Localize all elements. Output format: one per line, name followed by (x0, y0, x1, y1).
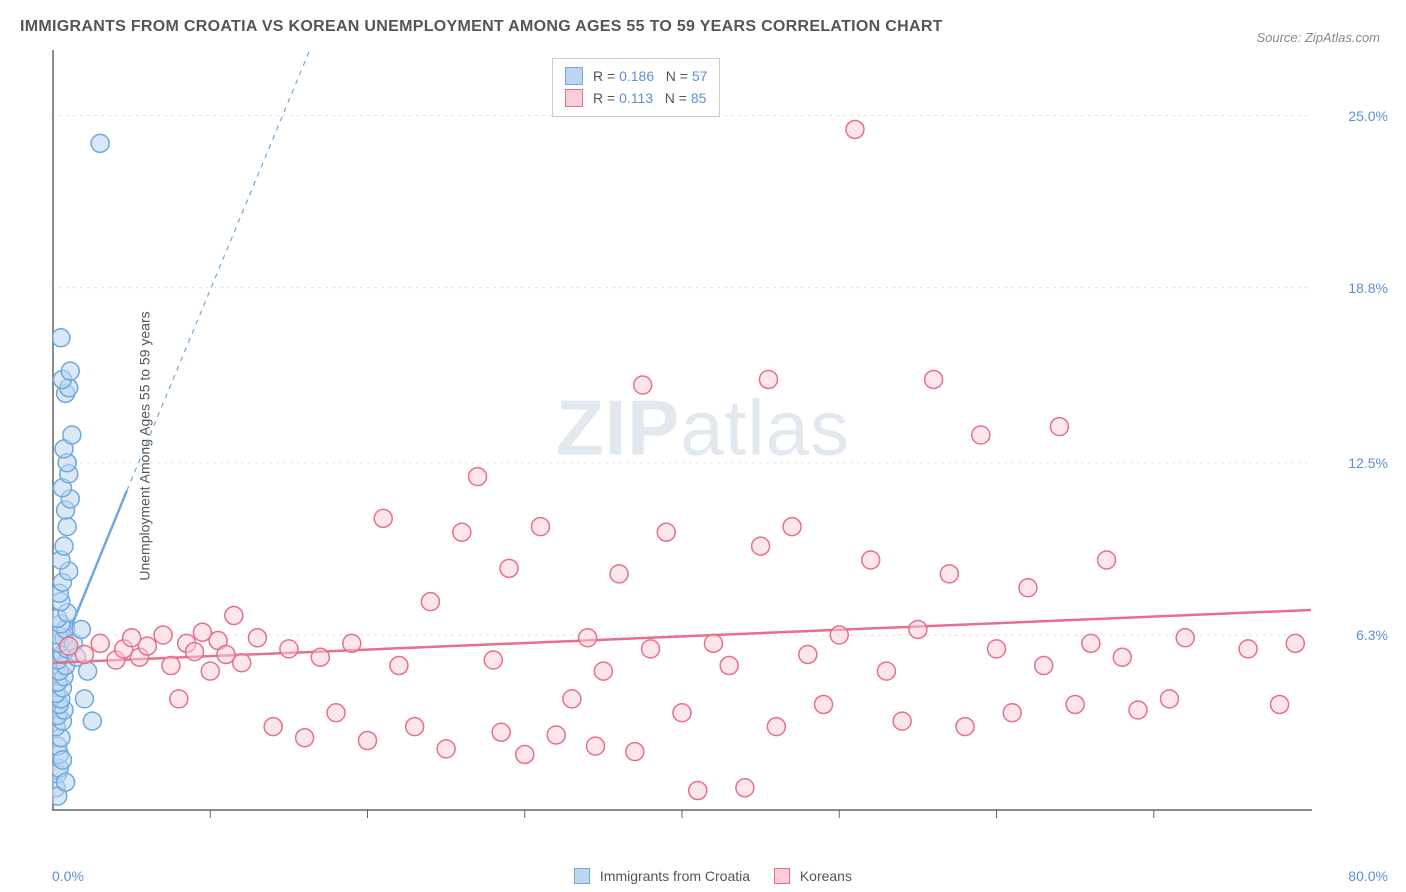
legend-swatch-1 (574, 868, 590, 884)
legend-row: R = 0.113 N = 85 (565, 87, 707, 109)
legend-label-2: Koreans (800, 868, 852, 884)
plot-area (52, 50, 1312, 840)
chart-source: Source: ZipAtlas.com (1256, 30, 1380, 45)
scatter-plot-svg (52, 50, 1312, 840)
y-tick-label: 25.0% (1348, 108, 1388, 124)
legend-row: R = 0.186 N = 57 (565, 65, 707, 87)
legend-box: R = 0.186 N = 57R = 0.113 N = 85 (552, 58, 720, 117)
x-legend: Immigrants from Croatia Koreans (0, 868, 1406, 884)
x-min-label: 0.0% (52, 868, 84, 884)
chart-title: IMMIGRANTS FROM CROATIA VS KOREAN UNEMPL… (20, 18, 943, 36)
x-max-label: 80.0% (1348, 868, 1388, 884)
legend-swatch-2 (774, 868, 790, 884)
y-tick-label: 6.3% (1356, 627, 1388, 643)
legend-label-1: Immigrants from Croatia (600, 868, 750, 884)
y-tick-label: 12.5% (1348, 455, 1388, 471)
y-tick-label: 18.8% (1348, 280, 1388, 296)
